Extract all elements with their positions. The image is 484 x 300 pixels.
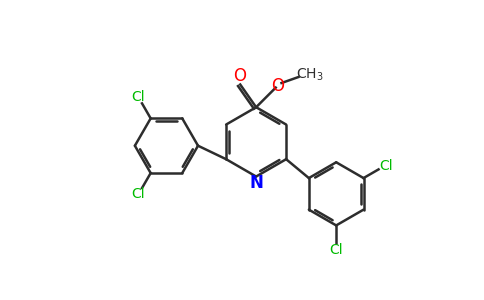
Text: O: O bbox=[271, 77, 284, 95]
Text: Cl: Cl bbox=[330, 243, 343, 257]
Text: N: N bbox=[250, 175, 264, 193]
Text: O: O bbox=[233, 67, 246, 85]
Text: CH$_3$: CH$_3$ bbox=[296, 67, 324, 83]
Text: Cl: Cl bbox=[131, 90, 145, 104]
Text: Cl: Cl bbox=[379, 159, 393, 173]
Text: Cl: Cl bbox=[131, 187, 145, 201]
